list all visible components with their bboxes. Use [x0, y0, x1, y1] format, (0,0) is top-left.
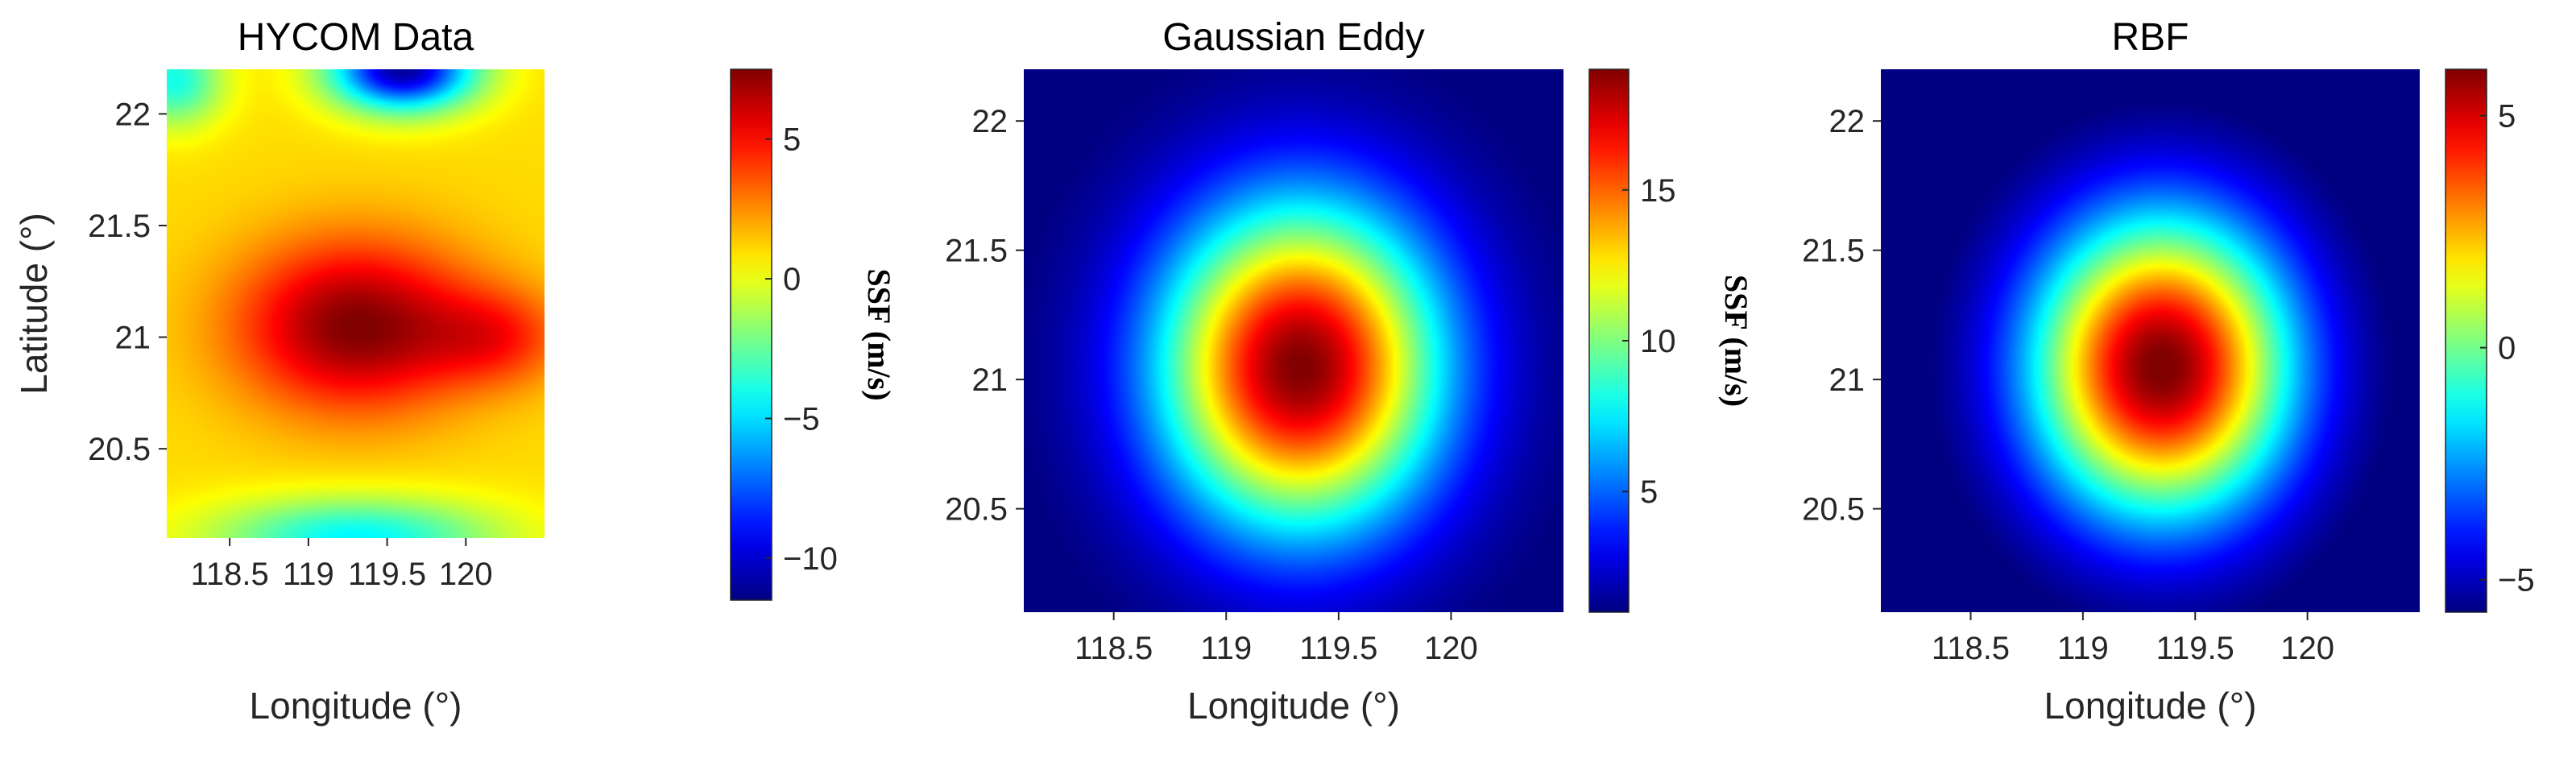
x-axis-label: Longitude (°) — [250, 685, 462, 727]
x-tick-label: 119.5 — [348, 557, 426, 592]
colorbar-tick-label: 5 — [1640, 474, 1658, 510]
heatmap-field — [1881, 69, 2420, 612]
colorbar-label: SSF (m/s) — [1718, 275, 1754, 407]
colorbar-label: SSF (m/s) — [861, 268, 897, 400]
colorbar-tick-label: −5 — [783, 402, 820, 437]
x-tick-label: 119 — [1200, 631, 1252, 666]
x-tick-label: 119 — [283, 557, 334, 592]
x-axis-label: Longitude (°) — [1187, 685, 1400, 727]
x-axis-label: Longitude (°) — [2044, 685, 2257, 727]
colorbar-tick-label: 5 — [2498, 99, 2516, 135]
y-tick-label: 20.5 — [88, 432, 151, 467]
x-tick-label: 119.5 — [1299, 631, 1377, 666]
chart-title: Gaussian Eddy — [1162, 16, 1425, 59]
heatmap-field — [167, 69, 545, 538]
x-tick-label: 120 — [2280, 631, 2334, 666]
y-tick-label: 21 — [115, 321, 151, 356]
x-tick-label: 120 — [439, 557, 493, 592]
colorbar-tick-label: 10 — [1640, 324, 1676, 359]
y-tick-label: 21 — [1829, 362, 1866, 398]
colorbar — [2445, 68, 2487, 613]
y-tick-label: 21.5 — [1802, 234, 1865, 269]
y-tick-label: 22 — [972, 104, 1008, 139]
y-tick-label: 20.5 — [945, 492, 1008, 528]
colorbar-tick-label: −5 — [2498, 563, 2535, 598]
chart-title: RBF — [2112, 16, 2189, 59]
colorbar-tick-label: 0 — [2498, 331, 2516, 367]
chart-panel-1: HYCOM Data 118.5 119 119.5 120 20.5 21 21.5 22 Lo… — [13, 16, 897, 727]
chart-panel-2: Gaussian Eddy 118.5 119 119.5 120 20.5 21 21.5 2… — [945, 16, 1754, 727]
y-tick-label: 22 — [1829, 104, 1866, 139]
x-tick-label: 118.5 — [1932, 631, 2010, 666]
y-tick-label: 21 — [972, 362, 1008, 398]
chart-title: HYCOM Data — [238, 16, 474, 59]
x-tick-label: 118.5 — [1075, 631, 1153, 666]
heatmap-field — [1024, 69, 1563, 612]
colorbar-tick-label: 5 — [783, 122, 801, 158]
colorbar — [730, 68, 772, 601]
y-tick-label: 21.5 — [945, 234, 1008, 269]
x-tick-label: 120 — [1424, 631, 1478, 666]
x-tick-label: 119.5 — [2156, 631, 2234, 666]
colorbar-tick-label: −10 — [783, 541, 838, 577]
y-tick-label: 20.5 — [1802, 492, 1865, 528]
x-tick-label: 118.5 — [191, 557, 269, 592]
y-tick-label: 21.5 — [88, 209, 151, 244]
colorbar — [1588, 68, 1630, 613]
chart-panel-3: RBF 118.5 119 119.5 120 20.5 21 21.5 22 Longitude… — [1802, 16, 2535, 727]
y-tick-label: 22 — [115, 97, 151, 132]
x-tick-label: 119 — [2057, 631, 2109, 666]
colorbar-tick-label: 15 — [1640, 173, 1676, 209]
colorbar-tick-label: 0 — [783, 262, 801, 297]
y-axis-label: Latitude (°) — [13, 213, 55, 395]
